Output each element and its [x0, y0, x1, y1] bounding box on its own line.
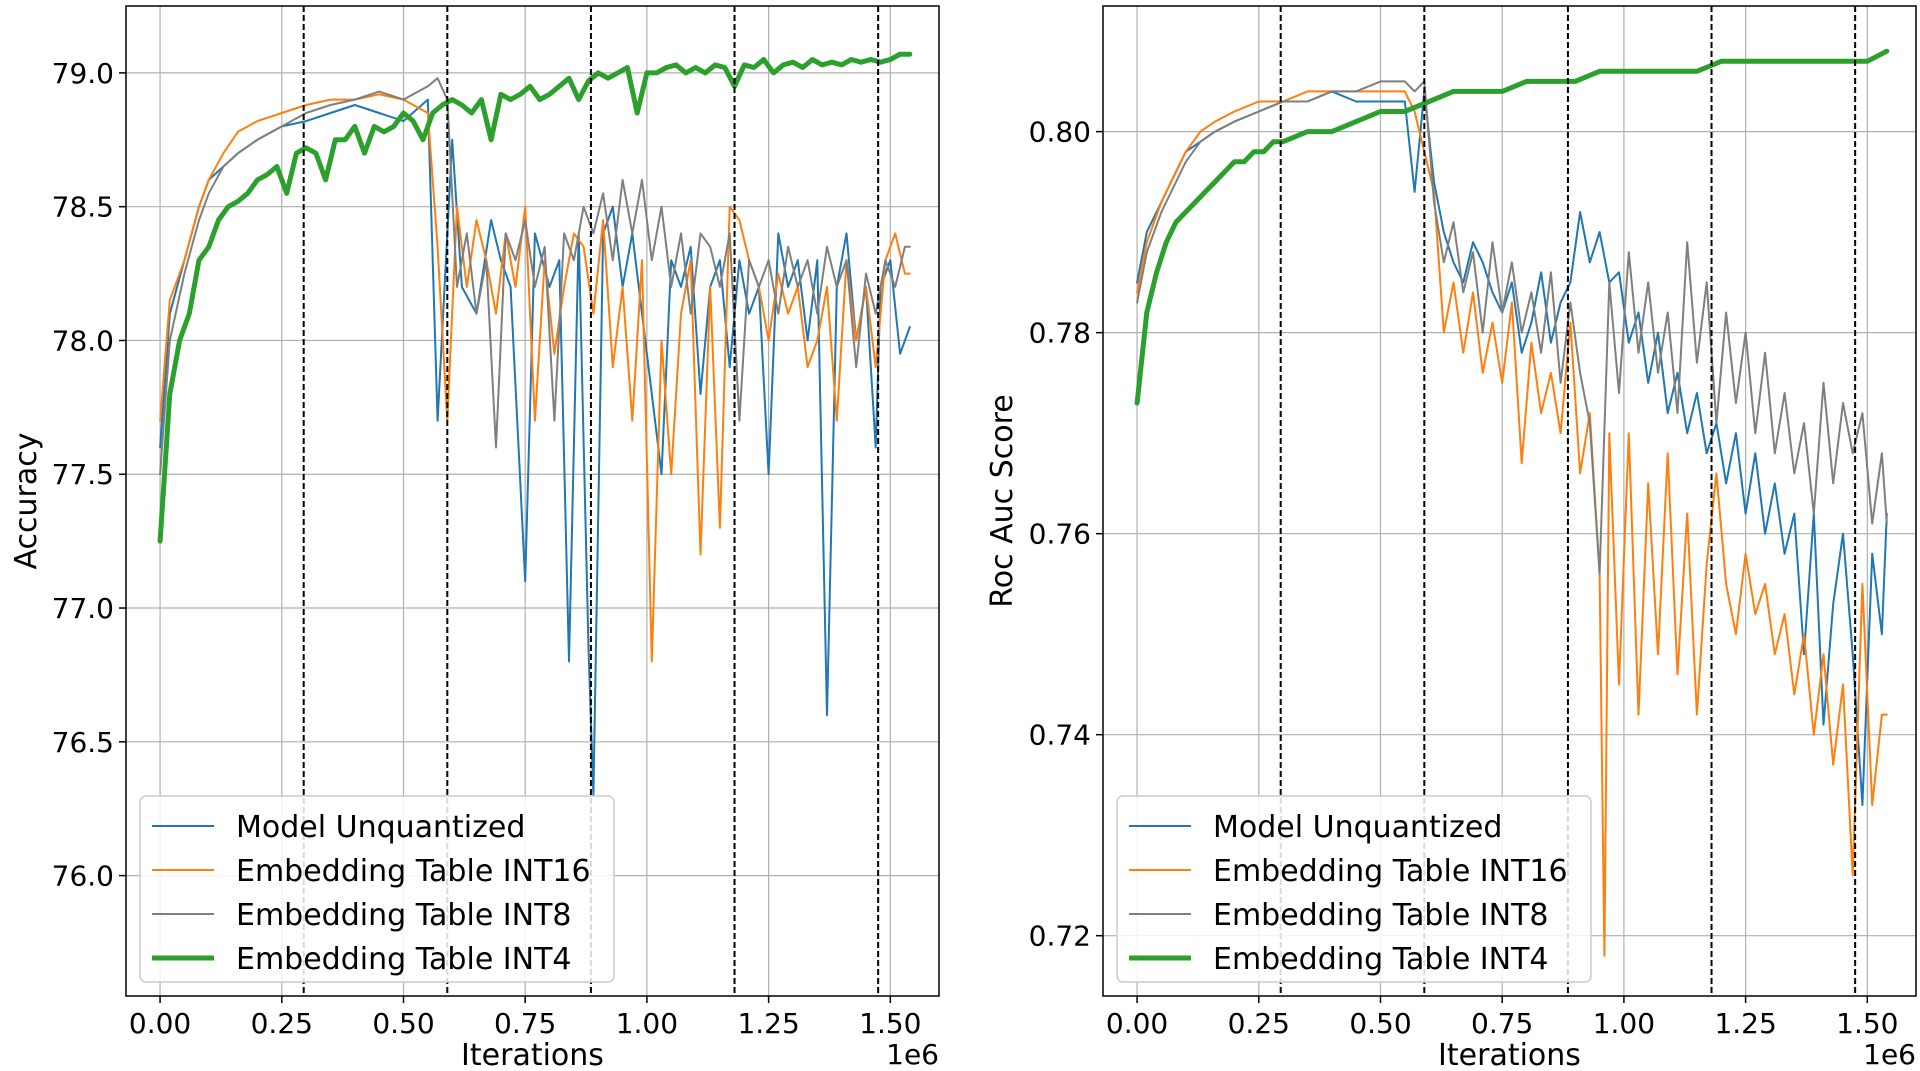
- roc-auc-panel: 0.00 0.25 0.50 0.75 1.00 1.25 1.50 0.72 0.74 0.76…: [985, 5, 1917, 1071]
- y-tick-label: 76.5: [52, 726, 114, 759]
- series-line-3: [159, 77, 911, 476]
- x-tick-label: 1.25: [737, 1007, 799, 1040]
- y-tick-label: 0.78: [1029, 317, 1091, 350]
- legend-label-3: Embedding Table INT8: [1213, 898, 1549, 933]
- x-tick-label: 1.25: [1714, 1007, 1776, 1040]
- x-axis-title: Iterations: [1438, 1038, 1581, 1071]
- y-tick-label: 76.0: [52, 860, 114, 893]
- x-tick-label: 0.25: [251, 1007, 313, 1040]
- legend-label-1: Model Unquantized: [1213, 810, 1502, 845]
- series-line-2: [1136, 90, 1888, 957]
- legend-label-4: Embedding Table INT4: [236, 942, 572, 977]
- x-tick-label: 1.50: [1836, 1007, 1898, 1040]
- y-tick-label: 78.0: [52, 324, 114, 357]
- y-axis-title: Accuracy: [9, 433, 44, 570]
- accuracy-panel: 0.00 0.25 0.50 0.75 1.00 1.25 1.50 76.0 76.5 77.0…: [9, 5, 940, 1071]
- series-line-1: [159, 98, 911, 797]
- legend-label-2: Embedding Table INT16: [1213, 854, 1568, 889]
- axes-frame: [1102, 5, 1917, 997]
- x-tick-label: 1.00: [1593, 1007, 1655, 1040]
- x-tick-label: 0.00: [1106, 1007, 1168, 1040]
- x-axis-title: Iterations: [461, 1038, 604, 1071]
- legend-label-2: Embedding Table INT16: [236, 854, 591, 889]
- y-tick-label: 0.80: [1029, 116, 1091, 149]
- x-tick-label: 0.75: [494, 1007, 556, 1040]
- x-tick-label: 0.75: [1471, 1007, 1533, 1040]
- x-offset-label: 1e6: [886, 1038, 939, 1071]
- y-axis-title: Roc Auc Score: [985, 394, 1020, 607]
- x-tick-label: 0.25: [1228, 1007, 1290, 1040]
- y-tick-label: 79.0: [52, 57, 114, 90]
- legend-label-3: Embedding Table INT8: [236, 898, 572, 933]
- axes-frame: [125, 5, 940, 997]
- y-tick-label: 77.5: [52, 458, 114, 491]
- x-tick-label: 1.00: [616, 1007, 678, 1040]
- x-tick-label: 1.50: [859, 1007, 921, 1040]
- legend-box: [1116, 795, 1592, 983]
- x-tick-label: 0.00: [129, 1007, 191, 1040]
- legend-label-1: Model Unquantized: [236, 810, 525, 845]
- y-tick-label: 0.74: [1029, 719, 1091, 752]
- y-tick-label: 0.72: [1029, 920, 1091, 953]
- legend: Model Unquantized Embedding Table INT16 Em…: [139, 795, 615, 983]
- series-line-4: [1134, 48, 1890, 406]
- series-line-4: [157, 51, 913, 544]
- legend: Model Unquantized Embedding Table INT16 Em…: [1116, 795, 1592, 983]
- series-line-3: [1136, 80, 1888, 575]
- x-tick-label: 0.50: [372, 1007, 434, 1040]
- series-line-2: [159, 93, 911, 663]
- y-tick-label: 0.76: [1029, 518, 1091, 551]
- legend-label-4: Embedding Table INT4: [1213, 942, 1549, 977]
- legend-box: [139, 795, 615, 983]
- x-offset-label: 1e6: [1863, 1038, 1916, 1071]
- y-tick-label: 78.5: [52, 191, 114, 224]
- x-tick-label: 0.50: [1349, 1007, 1411, 1040]
- y-tick-label: 77.0: [52, 592, 114, 625]
